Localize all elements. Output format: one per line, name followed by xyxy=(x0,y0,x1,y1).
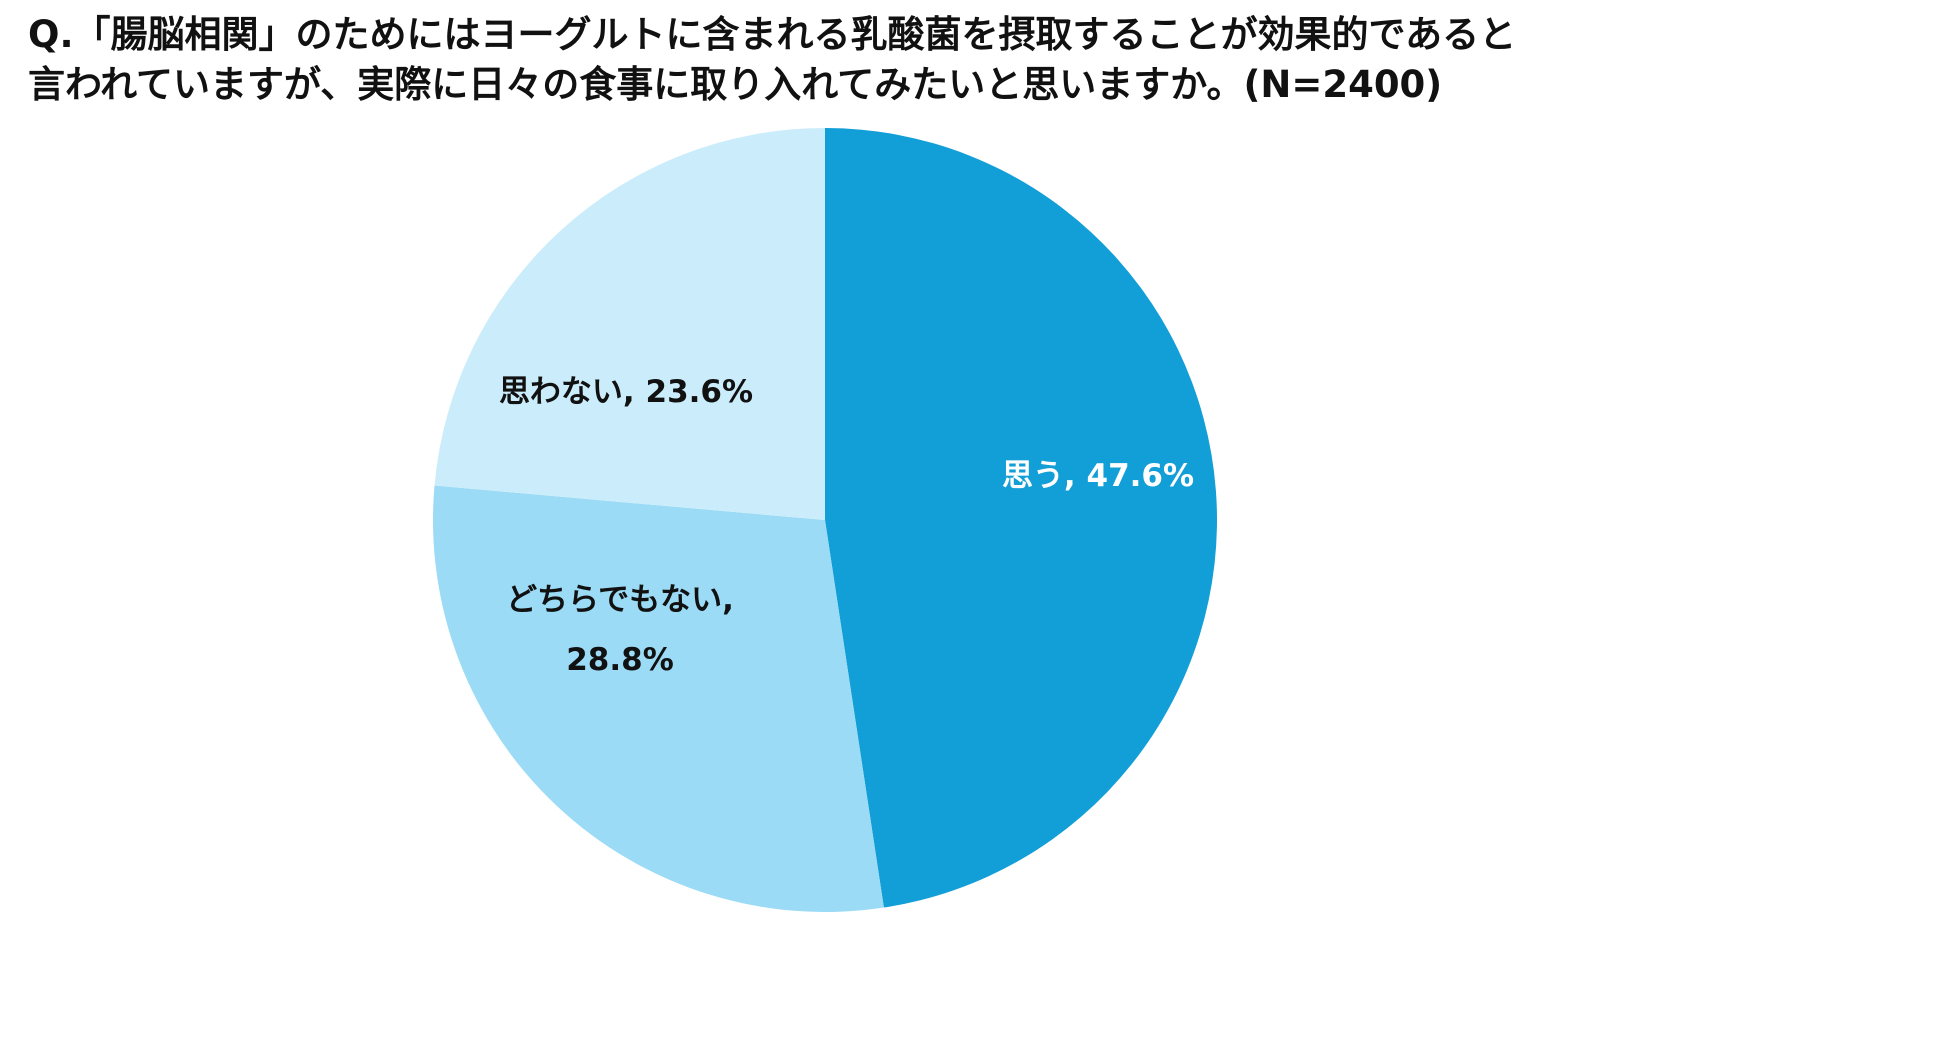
pie-labels: 思う, 47.6% どちらでもない, 28.8% 思わない, 23.6% xyxy=(499,374,1194,678)
pie-slice-1 xyxy=(825,128,1218,908)
chart-title-line-1: Q.「腸脳相関」のためにはヨーグルトに含まれる乳酸菌を摂取することが効果的である… xyxy=(28,13,1517,56)
pie-slice-3 xyxy=(434,128,825,520)
pie-slice-label-2-line-1: どちらでもない, xyxy=(506,582,734,618)
pie-slice-label-3-line-1: 思わない, 23.6% xyxy=(499,374,753,410)
pie-slice-label-3: 思わない, 23.6% xyxy=(499,374,753,410)
chart-title: Q.「腸脳相関」のためにはヨーグルトに含まれる乳酸菌を摂取することが効果的である… xyxy=(28,10,1728,110)
pie-slice-label-1: 思う, 47.6% xyxy=(1002,458,1194,494)
pie-slices xyxy=(432,128,1218,913)
pie-slice-label-1-line-1: 思う, 47.6% xyxy=(1002,458,1194,494)
pie-slice-label-2: どちらでもない, 28.8% xyxy=(506,582,734,678)
pie-slice-label-2-line-2: 28.8% xyxy=(566,642,674,678)
pie-slice-2 xyxy=(432,485,884,913)
chart-title-line-2: 言われていますが、実際に日々の食事に取り入れてみたいと思いますか。(N=2400… xyxy=(28,63,1443,106)
